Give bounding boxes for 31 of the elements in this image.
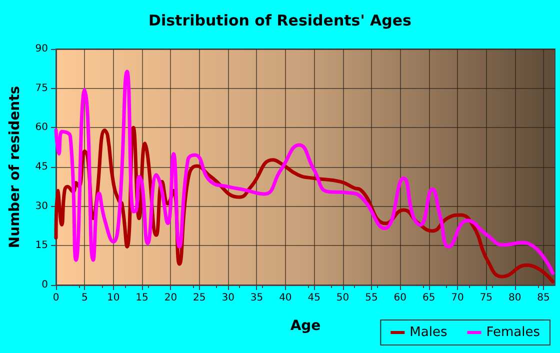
x-axis-title: Age [290, 318, 321, 334]
x-tick-label: 50 [336, 292, 350, 304]
line-series [54, 70, 554, 275]
x-tick-label: 35 [250, 292, 264, 304]
y-tick-label: 45 [35, 162, 48, 172]
x-tick-label: 5 [81, 292, 88, 304]
y-tick-label: 60 [35, 122, 48, 134]
chart-title: Distribution of Residents' Ages [148, 12, 412, 30]
x-tick-label: 30 [222, 292, 234, 304]
x-tick-label: 85 [537, 292, 550, 304]
y-axis-title: Number of residents [7, 86, 23, 248]
y-tick-label: 15 [35, 240, 48, 252]
y-tick-label: 75 [35, 82, 48, 94]
x-tick-label: 25 [193, 292, 206, 304]
y-tick-label: 30 [35, 200, 48, 212]
x-tick-label: 65 [422, 292, 436, 304]
x-tick-label: 45 [308, 292, 320, 304]
legend-label: Females [486, 325, 540, 340]
x-tick-label: 20 [164, 292, 178, 304]
x-tick-label: 55 [365, 292, 378, 304]
x-tick-label: 80 [508, 292, 522, 304]
x-tick-label: 60 [394, 292, 407, 304]
x-tick-label: 75 [480, 292, 493, 304]
y-tick-label: 0 [42, 280, 48, 290]
x-tick-label: 70 [451, 292, 464, 304]
x-tick-label: 10 [106, 292, 120, 304]
x-tick-label: 15 [136, 292, 148, 304]
x-tick-label: 0 [52, 292, 60, 304]
legend-label: Males [410, 325, 448, 340]
y-tick-label: 90 [35, 44, 48, 54]
x-tick-label: 40 [279, 292, 292, 304]
